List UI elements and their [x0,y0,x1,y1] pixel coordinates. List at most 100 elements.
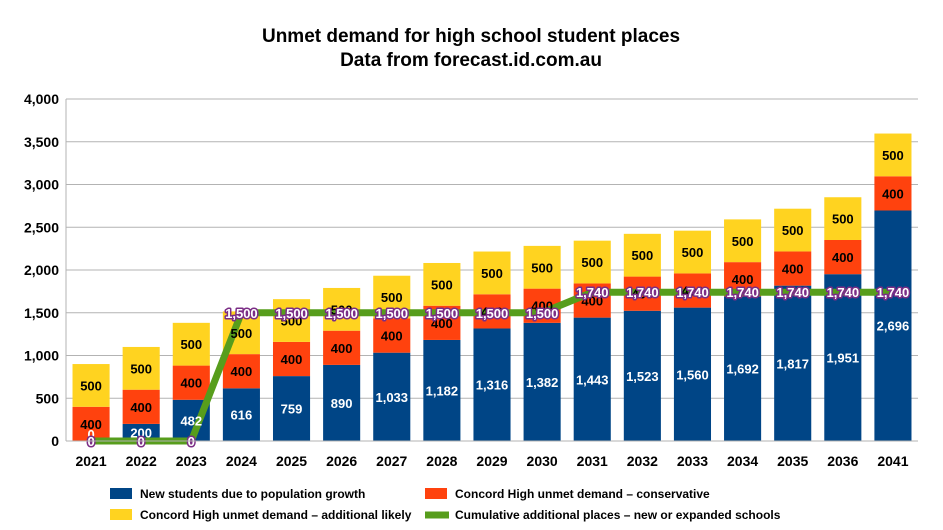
bar-segment [724,219,762,263]
bar-segment [272,376,311,441]
bar-segment [122,389,160,424]
data-label: 1,182 [426,383,459,398]
legend-label: Cumulative additional places – new or ex… [455,508,781,522]
data-label: 400 [682,284,704,299]
bar-segment [874,133,912,177]
data-label: 500 [381,290,403,305]
data-label: 500 [632,248,654,263]
data-label: 0 [87,427,94,442]
x-tick-label: 2024 [226,453,257,469]
y-tick-label: 2,500 [24,219,59,235]
data-label: 500 [180,337,202,352]
line-data-label: 1,740 [576,285,609,300]
y-tick-label: 1,500 [24,305,59,321]
y-tick-label: 1,000 [24,348,59,364]
y-axis: 0 500 1,000 1,500 2,000 2,500 3,000 3,500 4,000 [24,91,67,449]
data-label: 1,033 [375,390,408,405]
data-label: 400 [481,304,503,319]
data-label: 500 [882,148,904,163]
bar-segment [272,299,311,342]
data-label: 400 [231,364,253,379]
data-label: 400 [632,287,654,302]
y-tick-label: 3,500 [24,134,59,150]
bar-segment [673,307,712,441]
bar-segment [573,317,611,441]
bar-segment [473,328,511,441]
bar-segment [423,262,461,306]
data-label: 400 [581,294,603,309]
bar-segment [874,210,912,441]
data-label: 1,382 [526,375,559,390]
bar-segment [272,341,311,377]
x-tick-label: 2023 [176,453,207,469]
bar-segment [172,365,210,400]
x-tick-label: 2028 [426,453,457,469]
data-label: 1,443 [576,372,609,387]
x-tick-label: 2029 [476,453,507,469]
data-label: 200 [130,425,152,440]
data-label: 400 [531,299,553,314]
bar-segment [724,296,762,441]
bar-segment [824,274,862,441]
line-data-label: 1,740 [626,285,659,300]
line-data-label: 1,500 [375,306,408,321]
data-label: 1,316 [476,378,509,393]
bar-segment [222,388,260,441]
x-tick-label: 2026 [326,453,357,469]
data-label: 500 [130,361,152,376]
bar-segment [323,364,361,441]
legend-label: Concord High unmet demand – additional l… [140,508,412,522]
data-label: 400 [882,186,904,201]
x-tick-label: 2041 [877,453,908,469]
bar-segment [423,339,461,441]
data-label: 2,696 [877,319,910,334]
y-tick-label: 500 [36,390,60,406]
legend-label: Concord High unmet demand – conservative [455,487,710,501]
x-tick-label: 2022 [126,453,157,469]
line-data-label: 1,740 [726,285,759,300]
bar-segment [774,208,812,252]
x-tick-label: 2031 [577,453,608,469]
line-data-label: 1,500 [426,306,459,321]
bar-segment [523,322,561,441]
y-tick-label: 3,000 [24,177,59,193]
x-tick-label: 2033 [677,453,708,469]
line-data-label: 1,500 [225,306,258,321]
y-tick-label: 0 [51,433,59,449]
data-label: 500 [581,255,603,270]
bar-segment [72,406,110,441]
bar-segment [473,251,511,295]
line-data-label: 1,500 [325,306,358,321]
data-label: 759 [281,402,303,417]
data-label: 400 [832,250,854,265]
data-label: 500 [782,223,804,238]
x-tick-label: 2021 [75,453,106,469]
x-tick-label: 2036 [827,453,858,469]
bar-segment [222,354,260,389]
bar-segment [673,230,712,274]
line-data-label: 1,500 [476,306,509,321]
data-label: 500 [682,245,704,260]
data-label: 400 [281,352,303,367]
bar-segment [573,240,611,284]
data-label: 400 [732,272,754,287]
y-tick-label: 4,000 [24,91,59,107]
legend: New students due to population growth Con… [110,487,781,522]
data-label: 1,692 [726,362,759,377]
x-tick-label: 2030 [527,453,558,469]
bar-segment [774,251,812,286]
legend-swatch [425,488,447,499]
data-label: 1,560 [676,367,709,382]
data-label: 616 [231,408,253,423]
data-label: 500 [281,314,303,329]
data-label: 482 [180,413,202,428]
bar-segment [774,285,812,441]
data-label: 1,951 [827,351,860,366]
bar-segment [323,330,361,365]
data-label: 500 [481,266,503,281]
data-label: 890 [331,396,353,411]
bar-segment [824,197,862,240]
data-label: 500 [331,302,353,317]
data-label: 400 [431,316,453,331]
